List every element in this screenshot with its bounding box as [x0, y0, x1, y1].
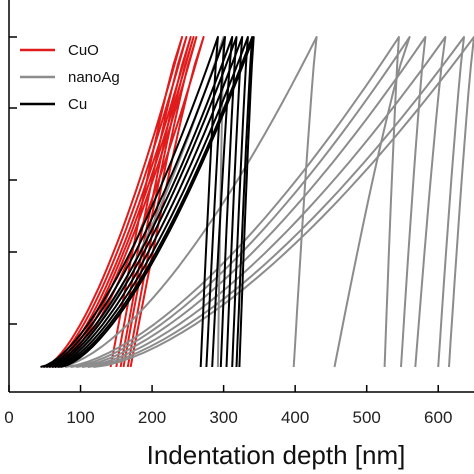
- curve-cu-3: [45, 36, 234, 368]
- x-tick-label-300: 300: [209, 408, 237, 427]
- x-tick-label-600: 600: [424, 408, 452, 427]
- curve-cu-2: [43, 36, 226, 368]
- x-axis-title: Indentation depth [nm]: [147, 440, 406, 470]
- curve-cuo-5: [54, 36, 198, 368]
- curve-cu-8: [60, 36, 255, 368]
- axes: 0 100 200 300 400 500 600: [4, 0, 474, 427]
- curve-cu-6: [54, 36, 249, 368]
- curve-cu-5: [51, 36, 244, 368]
- legend-label-nanoag: nanoAg: [68, 69, 120, 86]
- x-tick-label-500: 500: [353, 408, 381, 427]
- curve-layer: [40, 36, 474, 368]
- x-tick-label-0: 0: [4, 408, 13, 427]
- legend-label-cu: Cu: [68, 96, 87, 113]
- curve-cu-4: [48, 36, 238, 368]
- legend-label-cuo: CuO: [68, 42, 99, 59]
- curve-cu-7: [57, 36, 254, 368]
- curve-nanoag-7: [87, 36, 465, 368]
- curve-nanoag-6: [81, 36, 447, 368]
- x-tick-label-400: 400: [281, 408, 309, 427]
- curve-nanoag-3: [64, 36, 400, 368]
- curve-cu-1: [40, 36, 219, 368]
- legend: CuO nanoAg Cu: [20, 42, 120, 113]
- curve-cuo-2: [45, 36, 188, 368]
- curve-nanoag-5: [76, 36, 427, 368]
- x-tick-label-200: 200: [138, 408, 166, 427]
- curve-nanoag-8: [93, 36, 474, 368]
- x-tick-label-100: 100: [66, 408, 94, 427]
- curve-nanoag-4: [70, 36, 411, 368]
